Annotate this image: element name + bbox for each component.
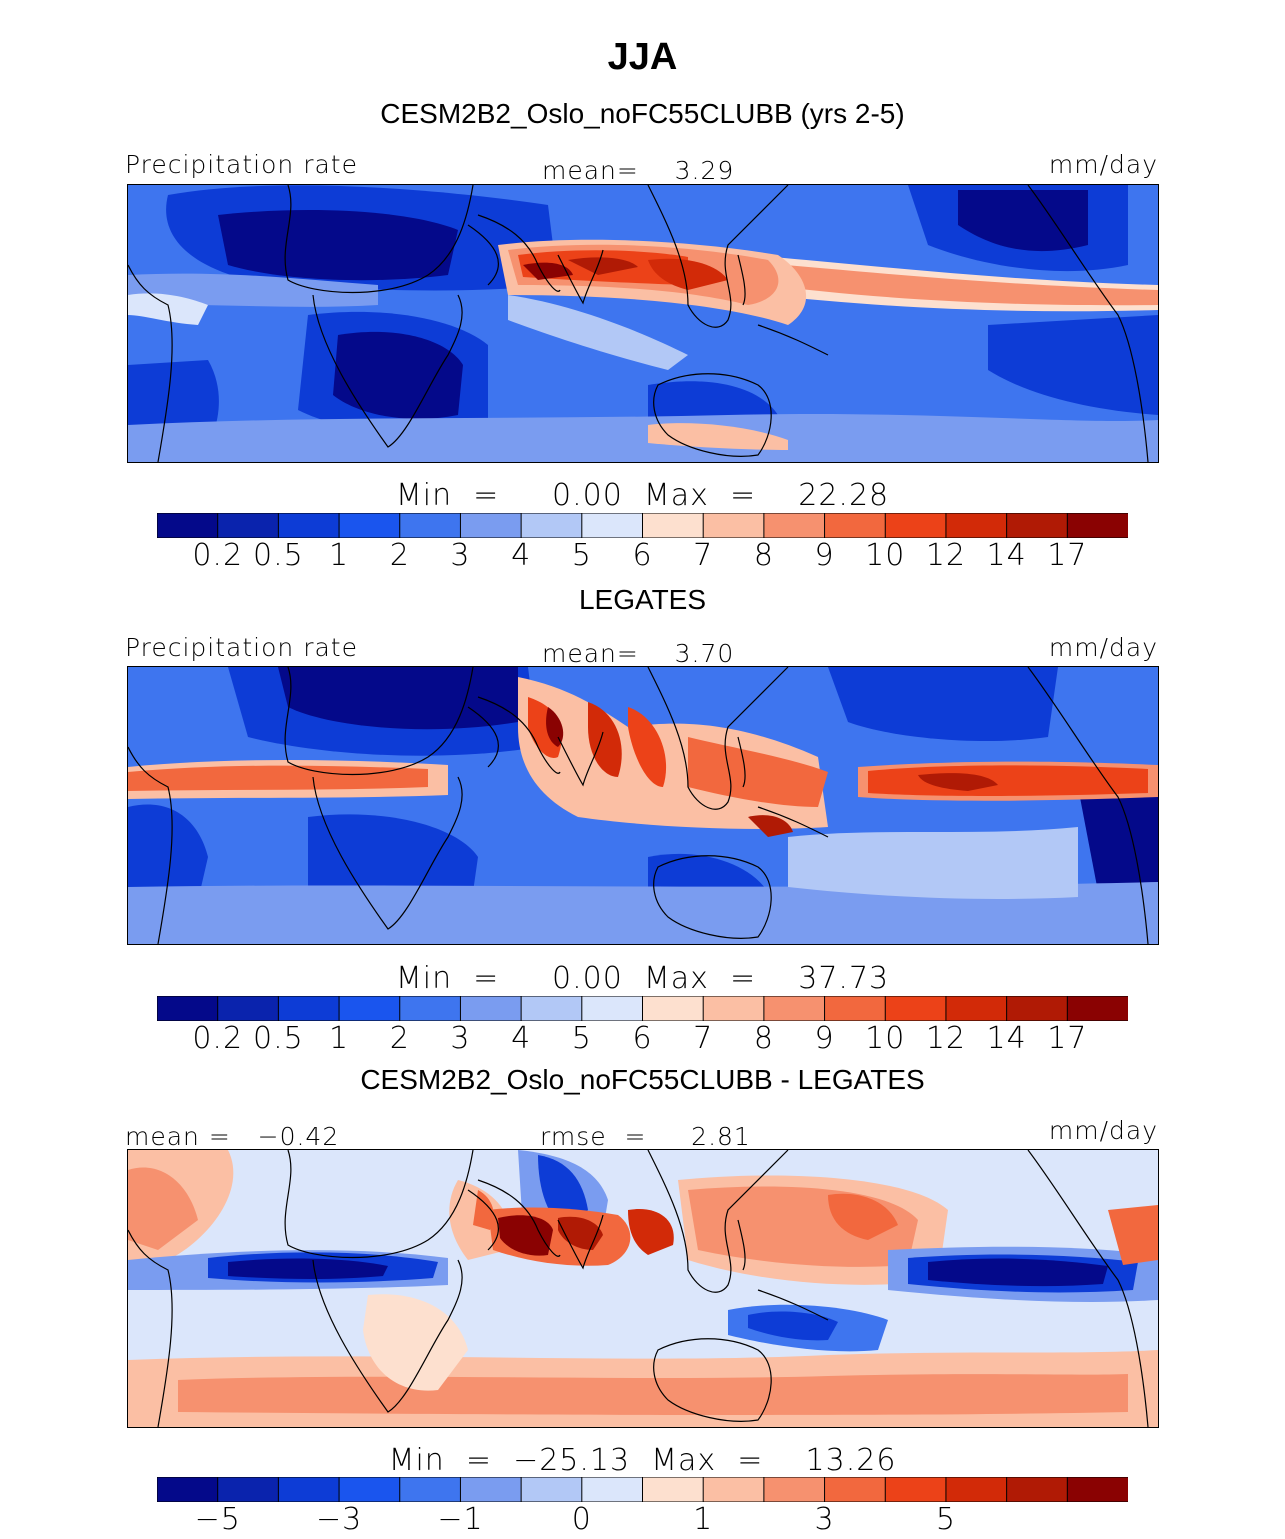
colorbar-tick-label: 17 [1027, 541, 1107, 571]
colorbar-swatch [339, 1477, 400, 1502]
colorbar-swatch [1007, 513, 1068, 538]
colorbar-swatch [885, 513, 946, 538]
colorbar-tick-label: −3 [299, 1505, 379, 1535]
colorbar-swatch [218, 513, 279, 538]
colorbar-swatch [278, 1477, 339, 1502]
panel2-variable-label: Precipitation rate [125, 635, 358, 660]
panel2-colorbar [157, 996, 1128, 1021]
panel2-map [127, 666, 1159, 945]
colorbar-swatch [946, 1477, 1007, 1502]
colorbar-swatch [339, 996, 400, 1021]
colorbar-swatch [1007, 1477, 1068, 1502]
colorbar-tick-label: −5 [178, 1505, 258, 1535]
colorbar-swatch [946, 996, 1007, 1021]
colorbar-swatch [764, 1477, 825, 1502]
panel1-colorbar-ticks: 0.2 0.5 1 2 3 4 5 6 7 8 9 10 12 14 17 [0, 541, 1285, 573]
colorbar-swatch [157, 1477, 218, 1502]
colorbar-tick-label: 5 [906, 1505, 986, 1535]
page-title: JJA [0, 38, 1285, 76]
colorbar-swatch [643, 996, 704, 1021]
colorbar-tick-label: 17 [1027, 1024, 1107, 1054]
colorbar-swatch [521, 996, 582, 1021]
colorbar-swatch [400, 1477, 461, 1502]
panel3-colorbar [157, 1477, 1128, 1502]
colorbar-swatch [460, 1477, 521, 1502]
panel2-header: LEGATES [0, 586, 1285, 614]
colorbar-swatch [460, 513, 521, 538]
colorbar-tick-label: 3 [785, 1505, 865, 1535]
colorbar-swatch [278, 513, 339, 538]
colorbar-swatch [278, 996, 339, 1021]
panel1-units-label: mm/day [1049, 152, 1158, 177]
colorbar-swatch [157, 996, 218, 1021]
colorbar-tick-label: −1 [420, 1505, 500, 1535]
colorbar-swatch [764, 996, 825, 1021]
panel2-colorbar-ticks: 0.2 0.5 1 2 3 4 5 6 7 8 9 10 12 14 17 [0, 1024, 1285, 1056]
panel2-units-label: mm/day [1049, 635, 1158, 660]
colorbar-swatch [643, 513, 704, 538]
colorbar-swatch [703, 996, 764, 1021]
colorbar-tick-label: 1 [663, 1505, 743, 1535]
colorbar-swatch [764, 513, 825, 538]
panel3-mean-label: mean = −0.42 [125, 1124, 339, 1149]
panel3-map [127, 1149, 1159, 1428]
panel3-header: CESM2B2_Oslo_noFC55CLUBB - LEGATES [0, 1066, 1285, 1094]
colorbar-swatch [582, 1477, 643, 1502]
colorbar-swatch [218, 1477, 279, 1502]
colorbar-swatch [1067, 996, 1128, 1021]
colorbar-swatch [1067, 513, 1128, 538]
colorbar-swatch [825, 1477, 886, 1502]
colorbar-tick-label: 0 [542, 1505, 622, 1535]
colorbar-swatch [400, 996, 461, 1021]
colorbar-swatch [1007, 996, 1068, 1021]
colorbar-swatch [885, 1477, 946, 1502]
colorbar-swatch [825, 996, 886, 1021]
colorbar-swatch [703, 1477, 764, 1502]
panel2-mean-label: mean= 3.70 [542, 641, 734, 666]
panel3-rmse-label: rmse = 2.81 [540, 1124, 751, 1149]
panel1-header: CESM2B2_Oslo_noFC55CLUBB (yrs 2-5) [0, 100, 1285, 128]
colorbar-swatch [582, 996, 643, 1021]
panel1-colorbar [157, 513, 1128, 538]
colorbar-swatch [460, 996, 521, 1021]
panel3-colorbar-ticks: −5 −3 −1 0 1 3 5 [0, 1505, 1285, 1537]
panel1-variable-label: Precipitation rate [125, 152, 358, 177]
panel3-units-label: mm/day [1049, 1118, 1158, 1143]
colorbar-swatch [521, 513, 582, 538]
colorbar-swatch [643, 1477, 704, 1502]
colorbar-swatch [400, 513, 461, 538]
colorbar-swatch [1067, 1477, 1128, 1502]
panel2-min-max: Min = 0.00 Max = 37.73 [0, 964, 1285, 994]
colorbar-swatch [703, 513, 764, 538]
panel1-mean-label: mean= 3.29 [542, 158, 734, 183]
panel1-min-max: Min = 0.00 Max = 22.28 [0, 481, 1285, 511]
colorbar-swatch [582, 513, 643, 538]
colorbar-swatch [825, 513, 886, 538]
colorbar-swatch [157, 513, 218, 538]
panel1-map [127, 184, 1159, 463]
colorbar-swatch [946, 513, 1007, 538]
colorbar-swatch [521, 1477, 582, 1502]
colorbar-swatch [885, 996, 946, 1021]
colorbar-swatch [218, 996, 279, 1021]
panel3-min-max: Min = −25.13 Max = 13.26 [0, 1446, 1285, 1476]
colorbar-swatch [339, 513, 400, 538]
